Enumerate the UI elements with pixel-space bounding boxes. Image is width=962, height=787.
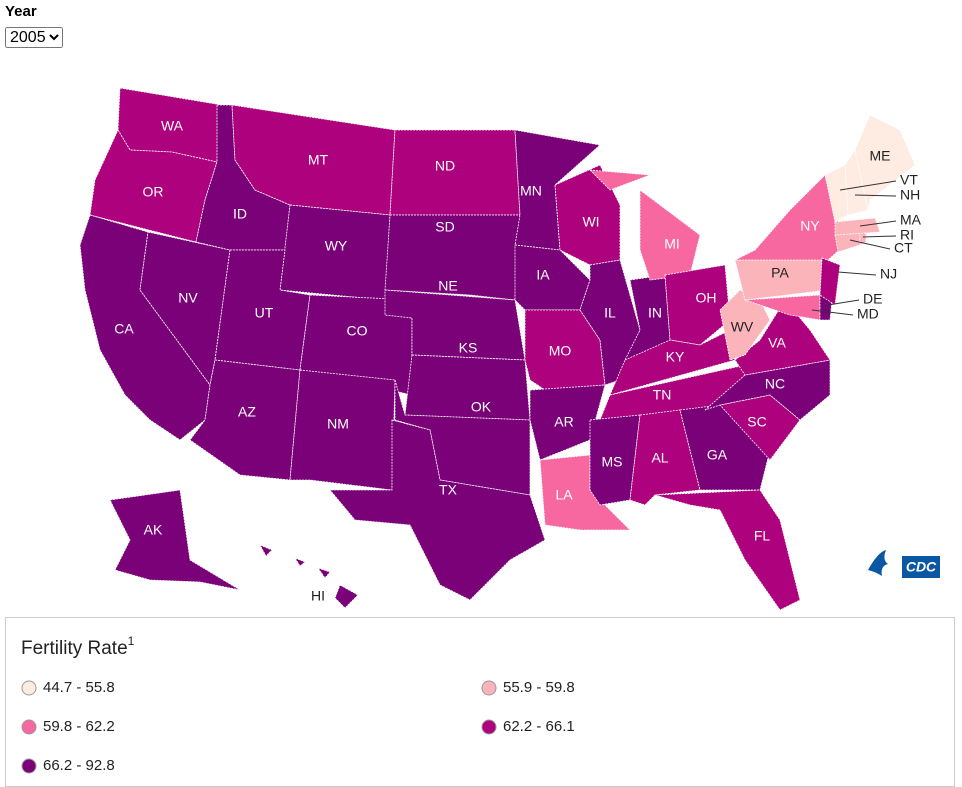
state-label: NC (765, 376, 785, 392)
state-label: MD (857, 306, 879, 322)
us-map: WA OR CA NV ID MT WY UT CO AZ NM ND SD NE KS OK TX MN IA MO… (79, 87, 940, 611)
state-label: AZ (238, 404, 256, 420)
state (834, 217, 881, 236)
legend-swatch (21, 758, 37, 774)
state-label: MT (308, 152, 329, 168)
state-label: OR (143, 184, 164, 200)
state-label: CT (894, 240, 913, 256)
state (299, 294, 413, 396)
state-label: AR (554, 414, 573, 430)
legend-swatch (21, 719, 37, 735)
state-label: GA (707, 447, 728, 463)
state (384, 214, 521, 301)
leader-line (862, 235, 897, 238)
legend-label: 59.8 - 62.2 (43, 718, 115, 735)
leader-line (859, 220, 897, 227)
state (404, 354, 531, 421)
state (819, 257, 841, 306)
state-label: WI (582, 214, 599, 230)
state-label: CA (114, 321, 134, 337)
state-label: OH (696, 290, 717, 306)
leader-line (849, 239, 891, 250)
legend-label: 44.7 - 55.8 (43, 679, 115, 696)
state-label: LA (555, 487, 573, 503)
legend-label: 55.9 - 59.8 (503, 679, 575, 696)
leader-line (827, 299, 860, 306)
state (231, 104, 396, 216)
year-select[interactable]: 2005 (5, 27, 63, 48)
legend-swatch (21, 680, 37, 696)
state (579, 259, 641, 386)
state-label: MN (520, 183, 542, 199)
state-label: WA (161, 118, 184, 134)
state-label: IA (536, 267, 550, 283)
state-label: NJ (880, 266, 897, 282)
leader-line (837, 271, 877, 276)
state-label: AL (651, 450, 668, 466)
year-label: Year (5, 3, 37, 20)
leader-line (839, 180, 897, 191)
state-label: FL (754, 528, 771, 544)
state-label: NE (438, 278, 457, 294)
state (289, 369, 396, 491)
state-label: NM (327, 416, 349, 432)
state-label: MS (602, 454, 623, 470)
state (589, 414, 641, 506)
state-label: IN (648, 305, 662, 321)
state-label: IL (604, 305, 616, 321)
state-label: HI (311, 588, 325, 604)
state-label: TN (653, 387, 672, 403)
state-label: NY (800, 218, 820, 234)
state-label: PA (771, 265, 789, 281)
state-label: RI (900, 227, 914, 243)
leader-line (854, 194, 897, 197)
state (654, 489, 801, 611)
state-label: KY (666, 349, 685, 365)
state (854, 114, 916, 211)
state (529, 384, 606, 461)
state (734, 299, 831, 376)
legend-swatch (481, 719, 497, 735)
legend-footnote: 1 (128, 634, 135, 648)
state-label: MO (549, 343, 572, 359)
state (664, 264, 731, 346)
legend-swatch (481, 680, 497, 696)
state-label: ID (233, 206, 247, 222)
logo-box (902, 556, 940, 578)
state-label: SD (435, 219, 454, 235)
state-label: VT (900, 172, 918, 188)
state-label: MA (900, 212, 922, 228)
state-label: ME (870, 148, 891, 164)
legend-title-text: Fertility Rate (21, 638, 128, 659)
state-label: UT (255, 305, 274, 321)
logo-eagle (868, 550, 888, 576)
state-label: MI (664, 236, 680, 252)
state (539, 454, 631, 531)
state-label: SC (747, 414, 766, 430)
state (329, 419, 546, 601)
legend-svg: Fertility Rate1 44.7 - 55.8 55.9 - 59.8 59… (21, 634, 575, 774)
state-label: AK (144, 522, 163, 538)
leader-line (811, 309, 854, 316)
legend: Fertility Rate1 44.7 - 55.8 55.9 - 59.8 59… (5, 617, 955, 787)
state (109, 489, 241, 591)
state-label: TX (439, 482, 458, 498)
state-label: ND (435, 158, 455, 174)
legend-title: Fertility Rate1 (21, 634, 135, 659)
state (259, 544, 359, 609)
legend-label: 62.2 - 66.1 (503, 718, 575, 735)
state-label: NH (900, 187, 920, 203)
state-label: OK (471, 399, 492, 415)
state-label: KS (459, 340, 478, 356)
state (719, 289, 771, 361)
logo-text: CDC (906, 559, 937, 575)
state-label: NV (178, 290, 198, 306)
state-label: CO (347, 323, 368, 339)
state-label: WY (325, 238, 348, 254)
state-label: VA (768, 335, 786, 351)
state-label: DE (863, 291, 882, 307)
state-label: WV (731, 319, 754, 335)
legend-label: 66.2 - 92.8 (43, 757, 115, 774)
